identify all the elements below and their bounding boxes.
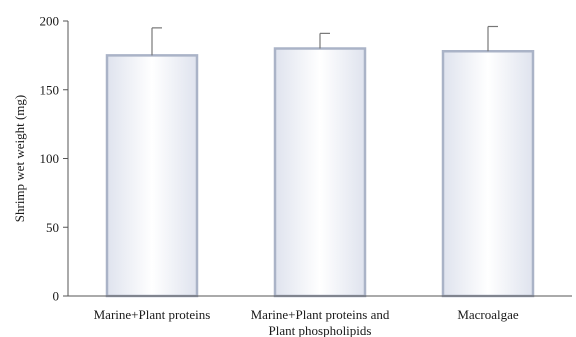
y-tick-label: 100 (40, 151, 60, 166)
y-tick-label: 50 (46, 220, 59, 235)
error-bar (151, 27, 162, 56)
bars-layer (105, 47, 535, 298)
y-tick-label: 200 (40, 14, 60, 29)
y-ticks: 0 50 100 150 200 (40, 14, 68, 304)
y-tick-label: 0 (53, 289, 60, 304)
y-tick-label: 150 (40, 82, 60, 97)
x-category-label: Marine+Plant proteins and Plant phospholi… (251, 307, 390, 337)
error-bars-layer (151, 25, 498, 56)
error-bar (319, 32, 330, 49)
x-category-label: Macroalgae (457, 307, 519, 322)
bar (105, 54, 199, 298)
bar (273, 47, 367, 298)
bar (441, 50, 535, 298)
error-bar (487, 25, 498, 52)
x-category-labels: Marine+Plant proteins Marine+Plant protei… (94, 307, 519, 337)
y-axis-title: Shrimp wet weight (mg) (12, 95, 27, 222)
x-category-label: Marine+Plant proteins (94, 307, 211, 322)
